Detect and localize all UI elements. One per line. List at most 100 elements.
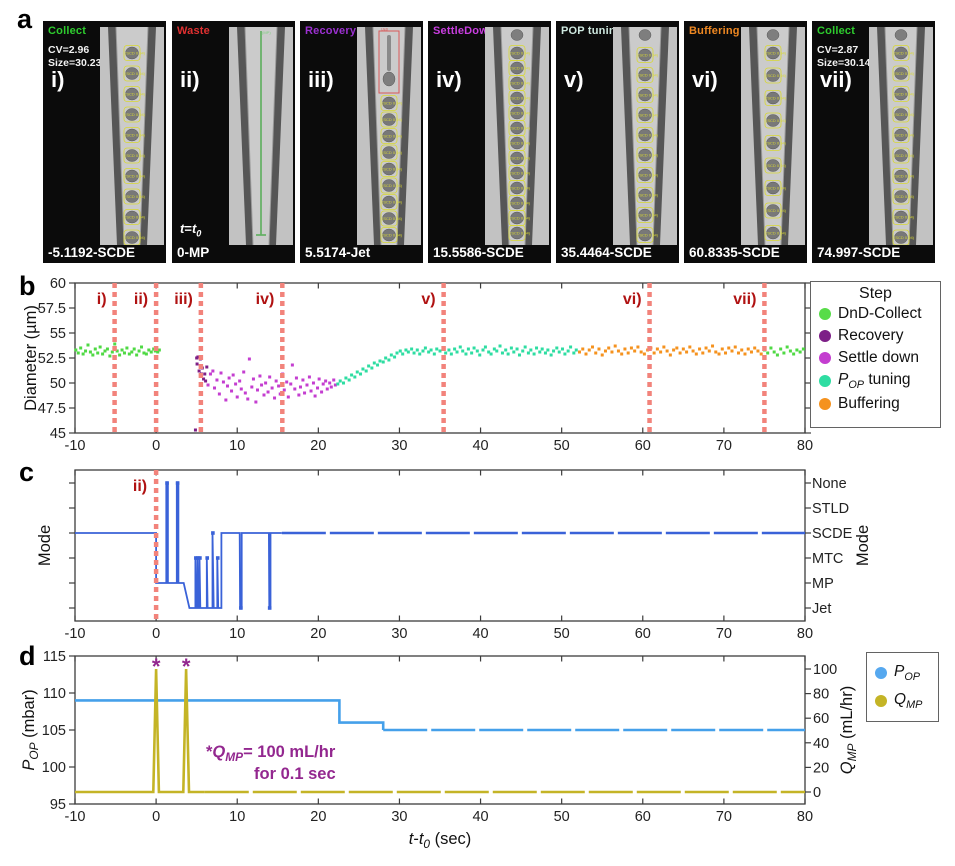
svg-text:100: 100 [42, 760, 66, 776]
frame-status-label: SettleDown [433, 25, 495, 37]
legend-label: Recovery [838, 327, 904, 344]
svg-text:(SCD 0.94): (SCD 0.94) [894, 112, 915, 117]
svg-text:(SCD 0.94): (SCD 0.94) [382, 101, 403, 106]
channel-micrograph: (SCD 0.94) (SCD 0.94) (SCD 0.94) (SCD 0.94)… [869, 27, 933, 245]
svg-text:MP: MP [812, 576, 834, 592]
svg-text:(SCD 0.94): (SCD 0.94) [766, 96, 787, 101]
svg-text:115: 115 [43, 649, 66, 665]
svg-text:(SCD 0.94): (SCD 0.94) [766, 141, 787, 146]
legend-label: Buffering [838, 395, 900, 413]
svg-text:(SCD 0.94): (SCD 0.94) [510, 51, 531, 56]
legend-item-settle-down: Settle down [811, 347, 940, 369]
svg-text:iv): iv) [256, 291, 275, 308]
svg-text:(SCD 0.94): (SCD 0.94) [125, 112, 146, 117]
svg-text:Jet: Jet [812, 601, 831, 617]
panel-a-label: a [17, 4, 33, 34]
legend-item-buffering: Buffering [811, 393, 940, 415]
frame-time-label: 5.5174-Jet [305, 245, 371, 260]
frame-time-label: 60.8335-SCDE [689, 245, 780, 260]
svg-text:95: 95 [50, 797, 66, 813]
legend-label: DnD-Collect [838, 305, 922, 322]
svg-text:50: 50 [554, 809, 570, 825]
svg-text:40: 40 [472, 809, 488, 825]
svg-text:iii): iii) [174, 291, 193, 308]
svg-text:(SCD 0.94): (SCD 0.94) [510, 156, 531, 161]
svg-text:50: 50 [554, 438, 570, 454]
legend-swatch [819, 375, 831, 388]
svg-text:57.5: 57.5 [38, 301, 66, 317]
svg-text:40: 40 [472, 626, 488, 640]
svg-text:(SCD 0.94): (SCD 0.94) [766, 231, 787, 236]
svg-text:(SCD 0.94): (SCD 0.94) [382, 134, 403, 139]
svg-text:30: 30 [391, 626, 407, 640]
channel-micrograph: (MP) [229, 27, 293, 245]
svg-text:(Jet): (Jet) [381, 28, 388, 32]
svg-text:(SCD 0.94): (SCD 0.94) [894, 194, 915, 199]
svg-text:(SCD 0.94): (SCD 0.94) [125, 92, 146, 97]
svg-text:(SCD 0.94): (SCD 0.94) [382, 200, 403, 205]
frame-numeral: vi) [692, 67, 718, 92]
svg-text:Mode: Mode [36, 525, 54, 566]
svg-text:30: 30 [391, 809, 407, 825]
channel-micrograph: (SCD 0.94) (SCD 0.94) (SCD 0.94) (SCD 0.94)… [485, 27, 549, 245]
legend-swatch [819, 330, 831, 342]
frame-time-label: 0-MP [177, 245, 210, 260]
frame-status-label: Recovery [305, 25, 357, 37]
svg-text:105: 105 [42, 723, 66, 739]
svg-text:0: 0 [152, 438, 160, 454]
svg-text:STLD: STLD [812, 501, 849, 517]
chart-d-legend: POP QMP [866, 652, 939, 722]
svg-text:(SCD 0.94): (SCD 0.94) [638, 213, 659, 218]
legend-item-q-mp-: QMP [867, 687, 938, 715]
chart-d-pressure-flow: -10 0 10 20 30 40 50 60 70 8002040608010095100105… [20, 649, 859, 851]
svg-text:80: 80 [797, 809, 813, 825]
series-settle-down [206, 357, 337, 404]
legend-swatch [875, 695, 887, 708]
chart-b-diameter-scatter: -10 0 10 20 30 40 50 60 70 80 45 47.5 50 52.5 55 57.5 60… [22, 276, 813, 454]
micrograph-frame-iv: SettleDown iv) 15.5586-SCDE (SCD 0.94) (SCD … [428, 21, 551, 263]
svg-text:(SCD 0.94): (SCD 0.94) [766, 186, 787, 191]
legend-item-p-op-tuning: POP tuning [811, 369, 940, 393]
svg-text:(SCD 0.94): (SCD 0.94) [510, 201, 531, 206]
svg-text:(SCD 0.94): (SCD 0.94) [894, 174, 915, 179]
svg-text:110: 110 [43, 686, 66, 702]
svg-text:(SCD 0.94): (SCD 0.94) [766, 73, 787, 78]
svg-text:-10: -10 [65, 809, 86, 825]
frame-cv-size: CV=2.87 Size=30.14 [817, 44, 871, 69]
svg-text:(SCD 0.94): (SCD 0.94) [125, 51, 146, 56]
svg-text:(SCD 0.94): (SCD 0.94) [125, 71, 146, 76]
legend-title: Step [859, 285, 892, 302]
channel-micrograph: (SCD 0.94) (SCD 0.94) (SCD 0.94) (SCD 0.94)… [613, 27, 677, 245]
svg-text:0: 0 [152, 809, 160, 825]
frame-time-label: 35.4464-SCDE [561, 245, 652, 260]
svg-text:(SCD 0.94): (SCD 0.94) [638, 113, 659, 118]
svg-text:(SCD 0.94): (SCD 0.94) [510, 171, 531, 176]
svg-text:60: 60 [813, 711, 829, 727]
frame-time-label: 74.997-SCDE [817, 245, 901, 260]
svg-text:ii): ii) [133, 478, 147, 495]
svg-text:(SCD 0.94): (SCD 0.94) [638, 233, 659, 238]
svg-text:(SCD 0.94): (SCD 0.94) [894, 235, 915, 240]
series-p-op-tuning [336, 344, 578, 386]
svg-text:47.5: 47.5 [38, 401, 66, 417]
legend-item-p-op-: POP [867, 659, 938, 687]
svg-text:(SCD 0.94): (SCD 0.94) [382, 167, 403, 172]
frame-status-label: Collect [48, 25, 87, 37]
svg-text:0: 0 [813, 785, 821, 801]
legend-swatch [819, 352, 831, 364]
svg-text:(SCD 0.94): (SCD 0.94) [382, 183, 403, 188]
legend-item-recovery: Recovery [811, 325, 940, 347]
svg-text:(SCD 0.94): (SCD 0.94) [766, 163, 787, 168]
svg-text:i): i) [97, 291, 107, 308]
svg-text:20: 20 [310, 809, 326, 825]
svg-text:for 0.1 sec: for 0.1 sec [254, 765, 336, 783]
micrograph-frame-vi: Buffering vi) 60.8335-SCDE (SCD 0.94) (SCD 0… [684, 21, 807, 263]
svg-text:-10: -10 [65, 626, 86, 640]
svg-text:(SCD 0.94): (SCD 0.94) [125, 194, 146, 199]
svg-text:t-t0​ (sec): t-t0​ (sec) [409, 830, 472, 851]
svg-text:(SCD 0.94): (SCD 0.94) [382, 216, 403, 221]
svg-text:60: 60 [635, 626, 651, 640]
svg-text:10: 10 [229, 809, 245, 825]
micrograph-frame-i: Collect CV=2.96 Size=30.23 i) -5.1192-SCDE (S… [43, 21, 166, 263]
